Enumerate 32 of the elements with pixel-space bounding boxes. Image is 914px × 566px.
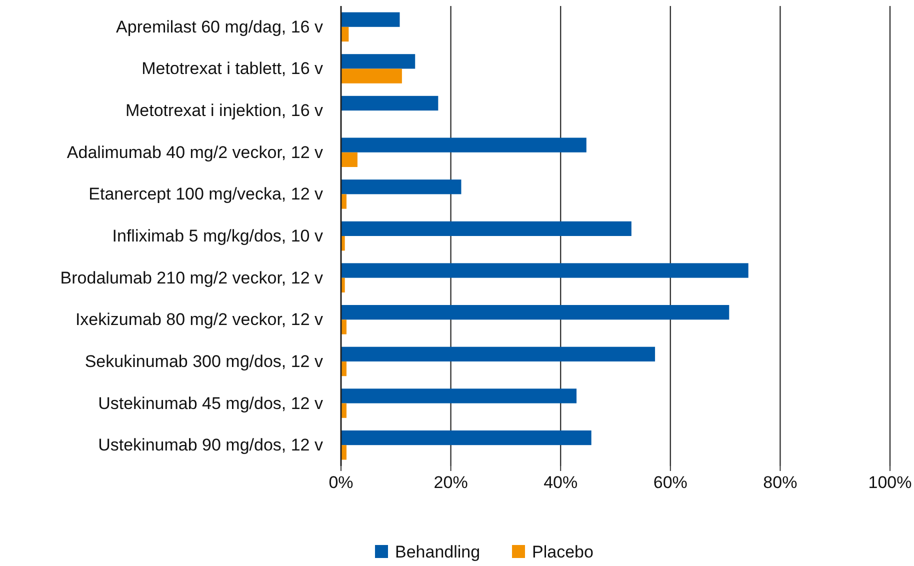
bar <box>341 68 402 84</box>
y-tick-label: Metotrexat i tablett, 16 v <box>142 59 324 78</box>
y-tick-label: Brodalumab 210 mg/2 veckor, 12 v <box>60 268 324 288</box>
bar <box>341 180 462 194</box>
y-tick-label: Infliximab 5 mg/kg/dos, 10 v <box>112 226 324 246</box>
y-tick-label: Sekukinumab 300 mg/dos, 12 v <box>84 352 324 371</box>
x-tick-label: 100% <box>868 473 912 492</box>
y-tick-label: Ustekinumab 45 mg/dos, 12 v <box>98 394 324 413</box>
y-tick-label: Ixekizumab 80 mg/2 veckor, 12 v <box>75 310 324 330</box>
y-tick-label: Apremilast 60 mg/dag, 16 v <box>116 17 324 36</box>
x-tick-label: 60% <box>653 473 688 492</box>
y-tick-label: Adalimumab 40 mg/2 veckor, 12 v <box>66 142 324 162</box>
bar <box>341 54 416 69</box>
x-tick-label: 0% <box>328 473 354 492</box>
bar <box>341 305 730 320</box>
bar <box>341 96 438 111</box>
bar <box>341 346 656 362</box>
x-tick-label: 40% <box>544 473 578 492</box>
y-tick-label: Metotrexat i injektion, 16 v <box>126 101 324 120</box>
bar <box>341 221 632 236</box>
legend-label: Behandling <box>395 542 480 562</box>
bar <box>341 263 748 278</box>
y-tick-label: Etanercept 100 mg/vecka, 12 v <box>88 184 324 204</box>
bar <box>341 152 358 167</box>
y-tick-label: Ustekinumab 90 mg/dos, 12 v <box>98 436 324 455</box>
x-tick-label: 80% <box>763 473 798 492</box>
legend-label: Placebo <box>532 542 594 562</box>
bar <box>341 138 586 152</box>
x-tick-label: 20% <box>434 473 468 492</box>
bar <box>341 388 577 404</box>
bar <box>341 12 400 27</box>
bar <box>341 430 592 446</box>
